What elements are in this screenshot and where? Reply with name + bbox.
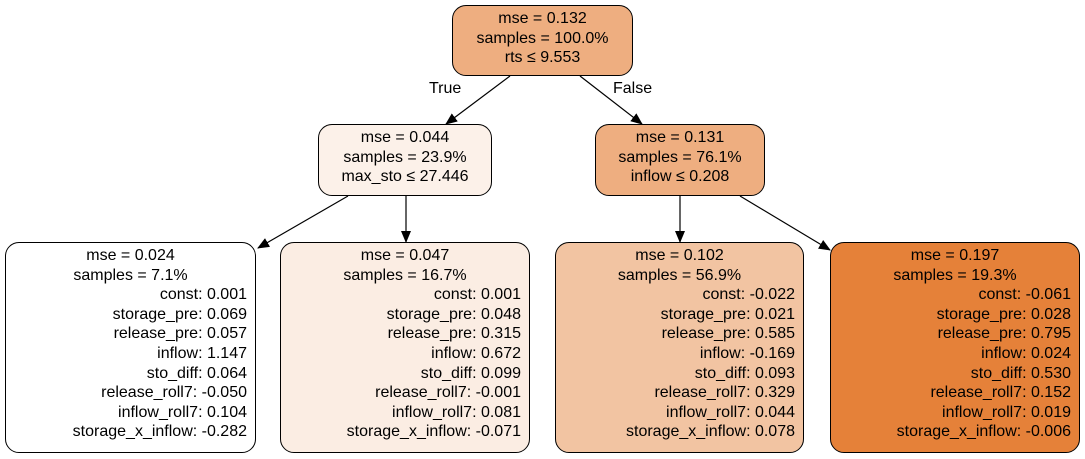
left-split-node[interactable]: mse = 0.044 samples = 23.9% max_sto ≤ 27… — [318, 124, 492, 196]
coef-storage-x-inflow: storage_x_inflow: -0.282 — [72, 423, 247, 441]
leaf-node-4[interactable]: mse = 0.197 samples = 19.3% const: -0.06… — [830, 242, 1080, 453]
coef-const: const: 0.001 — [433, 286, 521, 304]
edge-left-leaf1 — [257, 195, 349, 249]
coef-sto-diff: sto_diff: 0.093 — [694, 364, 795, 382]
node-mse: mse = 0.044 — [360, 129, 450, 146]
coef-release-pre: release_pre: 0.315 — [387, 325, 521, 343]
leaf-node-2[interactable]: mse = 0.047 samples = 16.7% const: 0.001… — [280, 242, 530, 453]
node-mse: mse = 0.024 — [86, 247, 175, 264]
coef-sto-diff: sto_diff: 0.530 — [970, 364, 1071, 382]
coef-inflow-roll7: inflow_roll7: 0.044 — [666, 403, 795, 421]
coef-storage-x-inflow: storage_x_inflow: -0.006 — [896, 423, 1071, 441]
edge-right-leaf4 — [739, 195, 831, 251]
coef-release-roll7: release_roll7: 0.152 — [930, 384, 1071, 402]
coef-const: const: -0.022 — [702, 286, 796, 304]
edge-label-false: False — [613, 80, 653, 97]
coef-inflow-roll7: inflow_roll7: 0.104 — [118, 403, 247, 421]
coef-release-roll7: release_roll7: -0.001 — [375, 384, 521, 402]
node-mse: mse = 0.197 — [910, 247, 1000, 264]
coef-inflow-roll7: inflow_roll7: 0.081 — [392, 403, 521, 421]
node-samples: samples = 100.0% — [476, 29, 609, 47]
coef-storage-pre: storage_pre: 0.021 — [660, 305, 795, 323]
coef-sto-diff: sto_diff: 0.064 — [146, 364, 247, 382]
coef-inflow-roll7: inflow_roll7: 0.019 — [942, 403, 1071, 421]
coef-inflow: inflow: -0.169 — [699, 344, 795, 362]
node-mse: mse = 0.132 — [498, 10, 587, 27]
node-mse: mse = 0.102 — [635, 247, 724, 264]
coef-inflow: inflow: 0.024 — [981, 344, 1071, 362]
node-split-rule: max_sto ≤ 27.446 — [341, 168, 469, 186]
node-samples: samples = 56.9% — [617, 266, 742, 284]
root-node[interactable]: mse = 0.132 samples = 100.0% rts ≤ 9.553 — [452, 5, 633, 76]
coef-release-roll7: release_roll7: -0.050 — [101, 384, 247, 402]
node-samples: samples = 76.1% — [618, 148, 742, 166]
coef-storage-pre: storage_pre: 0.028 — [936, 305, 1071, 323]
coef-storage-pre: storage_pre: 0.069 — [112, 305, 247, 323]
coef-storage-x-inflow: storage_x_inflow: -0.071 — [346, 423, 521, 441]
node-samples: samples = 23.9% — [343, 148, 467, 166]
coef-storage-pre: storage_pre: 0.048 — [386, 305, 521, 323]
node-samples: samples = 19.3% — [893, 266, 1017, 284]
coef-release-pre: release_pre: 0.585 — [661, 325, 795, 343]
leaf-node-3[interactable]: mse = 0.102 samples = 56.9% const: -0.02… — [555, 242, 804, 453]
coef-const: const: 0.001 — [159, 286, 247, 304]
coef-storage-x-inflow: storage_x_inflow: 0.078 — [626, 423, 795, 441]
coef-release-roll7: release_roll7: 0.329 — [654, 384, 795, 402]
node-split-rule: rts ≤ 9.553 — [504, 49, 581, 67]
node-mse: mse = 0.047 — [360, 247, 450, 264]
node-mse: mse = 0.131 — [635, 129, 725, 146]
node-samples: samples = 16.7% — [343, 266, 467, 284]
leaf-node-1[interactable]: mse = 0.024 samples = 7.1% const: 0.001 … — [5, 242, 256, 453]
coef-inflow: inflow: 1.147 — [157, 344, 247, 362]
edge-label-true: True — [429, 80, 462, 97]
coef-release-pre: release_pre: 0.795 — [937, 325, 1071, 343]
coef-const: const: -0.061 — [978, 286, 1072, 304]
node-split-rule: inflow ≤ 0.208 — [630, 168, 730, 186]
coef-sto-diff: sto_diff: 0.099 — [420, 364, 521, 382]
coef-release-pre: release_pre: 0.057 — [113, 325, 247, 343]
edge-root-left — [445, 75, 511, 125]
coef-inflow: inflow: 0.672 — [431, 344, 521, 362]
node-samples: samples = 7.1% — [73, 266, 188, 284]
edge-root-right — [579, 75, 643, 125]
right-split-node[interactable]: mse = 0.131 samples = 76.1% inflow ≤ 0.2… — [595, 124, 765, 196]
